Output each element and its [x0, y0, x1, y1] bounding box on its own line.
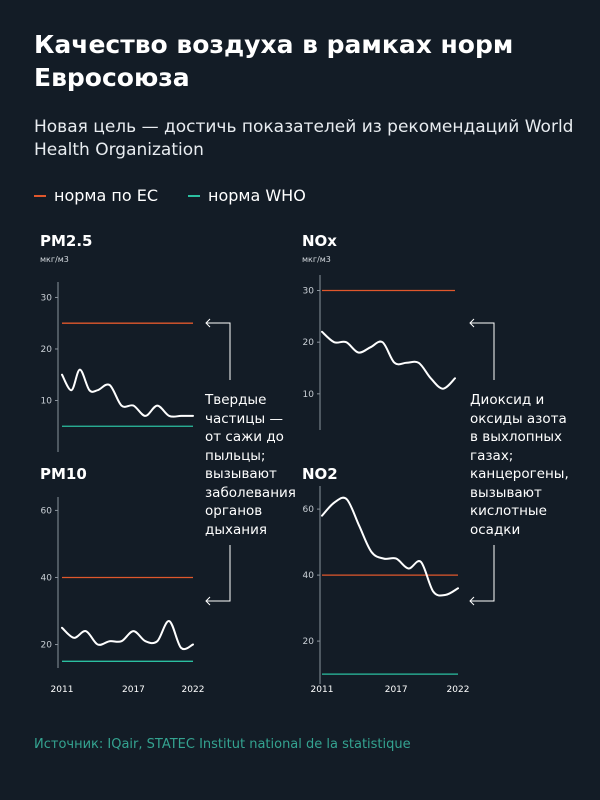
note-nitrogen: Диоксид и оксиды азота в выхлопных газах…: [470, 392, 569, 538]
data-line-no2: [321, 496, 459, 597]
legend-item-who: норма WHO: [187, 186, 306, 205]
note-particles: Твердые частицы — от сажи до пыльцы; выз…: [205, 392, 296, 538]
y-tick-label-no2-20: 20: [303, 637, 315, 647]
y-tick-label-nox-20: 20: [303, 338, 315, 348]
bracket-nitrogen-arrow-bottom: [469, 596, 475, 606]
data-line-nox: [321, 330, 456, 390]
chart-title-nox: NOx: [302, 232, 337, 250]
page-subtitle: Новая цель — достичь показателей из реко…: [34, 117, 574, 160]
x-tick-label-pm10-2022: 2022: [182, 685, 205, 695]
x-tick-label-pm10-2011: 2011: [51, 685, 74, 695]
bracket-nitrogen-top: [470, 322, 495, 380]
y-tick-label-pm10-60: 60: [41, 506, 53, 516]
bracket-particles-arrow-bottom: [205, 596, 211, 606]
source-note: Источник: IQair, STATEC Institut nationa…: [34, 737, 411, 752]
y-tick-label-no2-60: 60: [303, 505, 315, 515]
x-tick-label-no2-2011: 2011: [311, 685, 334, 695]
y-tick-label-pm10-40: 40: [41, 573, 53, 583]
y-tick-label-no2-40: 40: [303, 571, 315, 581]
chart-nox: NOx мкг/м3 10 20 30: [302, 232, 456, 430]
legend-item-eu: норма по ЕС: [34, 186, 158, 205]
bracket-particles: [205, 318, 231, 606]
y-tick-label-pm25-20: 20: [41, 345, 53, 355]
chart-title-pm25: PM2.5: [40, 232, 93, 250]
y-tick-label-nox-30: 30: [303, 287, 315, 297]
bracket-nitrogen-arrow-top: [469, 318, 475, 328]
bracket-particles-bottom: [206, 545, 231, 602]
chart-unit-nox: мкг/м3: [302, 255, 331, 264]
x-tick-label-no2-2017: 2017: [385, 685, 408, 695]
data-line-pm25: [61, 368, 194, 418]
chart-pm25: PM2.5 мкг/м3 10 20 30: [40, 232, 194, 452]
chart-no2: NO2 20 40 60 2011 2017 2022: [302, 465, 469, 695]
y-tick-label-pm25-10: 10: [41, 396, 53, 406]
data-line-pm10: [61, 620, 194, 651]
x-tick-label-pm10-2017: 2017: [122, 685, 145, 695]
chart-title-pm10: PM10: [40, 465, 87, 483]
bracket-nitrogen: [469, 318, 495, 606]
legend-swatch-who: [187, 194, 200, 197]
chart-pm10: PM10 20 40 60 2011 2017 2022: [40, 465, 204, 695]
chart-title-no2: NO2: [302, 465, 338, 483]
legend: норма по ЕС норма WHO: [34, 186, 336, 205]
x-tick-label-no2-2022: 2022: [447, 685, 470, 695]
bracket-nitrogen-bottom: [470, 545, 495, 602]
y-tick-label-pm25-30: 30: [41, 293, 53, 303]
legend-swatch-eu: [34, 194, 46, 197]
legend-label-eu: норма по ЕС: [54, 186, 158, 205]
bracket-particles-arrow-top: [205, 318, 211, 328]
legend-label-who: норма WHO: [207, 186, 306, 205]
y-tick-label-pm10-20: 20: [41, 641, 53, 651]
y-tick-label-nox-10: 10: [303, 390, 315, 400]
chart-unit-pm25: мкг/м3: [40, 255, 69, 264]
bracket-particles-top: [206, 322, 231, 380]
page-title: Качество воздуха в рамках норм Евросоюза: [34, 30, 514, 92]
